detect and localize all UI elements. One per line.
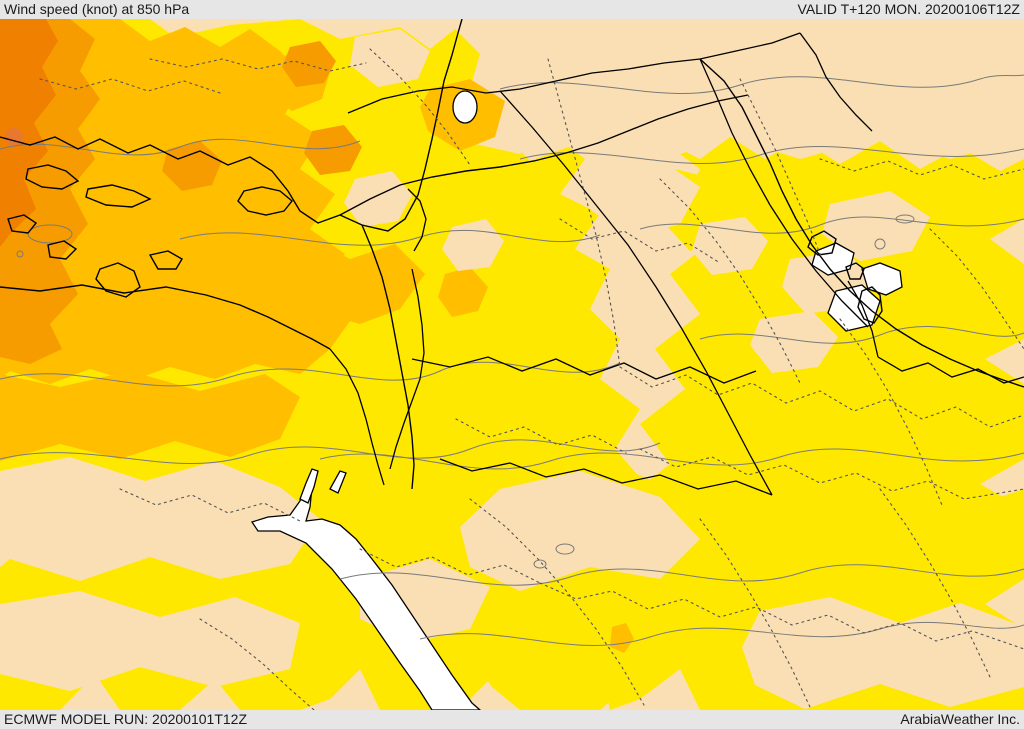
contour-9	[639, 216, 1024, 234]
band-orange-group	[0, 19, 362, 364]
contour-blob-1	[27, 224, 73, 244]
weather-map-svg	[0, 19, 1024, 710]
orange-marker-dot	[5, 128, 23, 146]
coastlines-group	[0, 19, 1024, 490]
beige-syrian-desert	[500, 57, 1024, 161]
border-kuwait	[847, 280, 879, 358]
border-iraq-iran	[699, 58, 869, 328]
admin-6	[839, 318, 943, 506]
admin-18	[39, 78, 221, 94]
border-syria-iraq	[499, 90, 773, 496]
admin-16	[699, 518, 811, 708]
contour-3	[319, 448, 1024, 470]
coast-aegean	[0, 136, 363, 226]
page-title: Wind speed (knot) at 850 hPa	[4, 1, 190, 17]
gulf-of-suez	[299, 468, 319, 504]
admin-9	[149, 58, 367, 72]
beige-iran-1	[822, 191, 930, 261]
border-egypt-israel	[329, 348, 385, 486]
country-borders-group	[329, 32, 1024, 496]
coast-island-3	[7, 214, 38, 234]
admin-5	[819, 158, 1024, 180]
orange-region-deep	[0, 19, 58, 247]
border-saudi-uae	[877, 356, 1024, 384]
orange-patch-north-2	[162, 141, 222, 191]
orange-patch-north-3	[304, 125, 362, 175]
admin-10	[469, 498, 645, 706]
contour-blob-5	[895, 214, 915, 224]
valid-time-label: VALID T+120 MON. 20200106T12Z	[797, 1, 1020, 17]
coast-cyprus	[237, 186, 293, 216]
contour-5	[499, 74, 1024, 94]
beige-jazira	[592, 159, 700, 237]
admin-11	[359, 548, 541, 584]
contour-6	[519, 145, 1024, 164]
coast-zagros	[699, 58, 1024, 388]
admin-2	[619, 366, 1024, 428]
header-bar: Wind speed (knot) at 850 hPa VALID T+120…	[0, 0, 1024, 19]
admin-15	[639, 448, 1024, 500]
contour-blob-3	[555, 543, 575, 555]
footer-bar: ECMWF MODEL RUN: 20200101T12Z ArabiaWeat…	[0, 710, 1024, 729]
admin-8	[369, 48, 471, 166]
contour-8	[0, 138, 361, 156]
contour-blob-2	[16, 250, 24, 258]
yellow-blob-ne-2	[758, 169, 835, 234]
coast-levant-south	[361, 224, 415, 490]
admin-1	[547, 58, 621, 368]
amber-region-egypt	[0, 371, 300, 461]
beige-gulf-south	[742, 597, 1024, 709]
contour-lines-group	[0, 74, 1024, 646]
border-turkey-south	[347, 32, 801, 114]
admin-20	[455, 418, 627, 454]
coast-island-2	[85, 184, 152, 208]
lake-assad	[452, 90, 478, 124]
admin-13	[199, 618, 315, 710]
attribution-label: ArabiaWeather Inc.	[900, 711, 1020, 727]
admin-7	[929, 228, 1024, 350]
coast-qatar	[857, 286, 883, 324]
coast-gulf-island	[807, 230, 837, 256]
border-lebanon	[407, 188, 427, 252]
coast-island-4	[47, 240, 78, 260]
border-turkey-iran	[799, 32, 873, 132]
coast-island-5	[148, 250, 183, 270]
beige-emed-1	[344, 171, 412, 227]
contour-blob-6	[874, 238, 886, 250]
border-jordan-west	[389, 268, 425, 470]
admin-12	[539, 582, 1024, 650]
admin-19	[559, 218, 721, 264]
border-jordan-saudi	[411, 356, 757, 384]
beige-central-arabia	[460, 471, 700, 591]
coast-turkey-inner	[339, 94, 749, 216]
map-canvas[interactable]	[0, 19, 1024, 710]
beige-egypt	[0, 457, 320, 581]
beige-iran-4	[750, 311, 838, 373]
coast-levant	[361, 19, 463, 232]
orange-patch-north-1	[282, 41, 336, 87]
beige-egypt-south	[0, 591, 300, 691]
admin-borders-group	[39, 48, 1024, 710]
gulf-of-aqaba	[329, 470, 347, 494]
contour-1	[0, 361, 621, 387]
border-iraq-saudi	[439, 458, 773, 496]
contour-4	[339, 564, 1024, 586]
coast-island-1	[25, 164, 80, 190]
contour-10	[699, 326, 1024, 344]
beige-anatolia-ne	[350, 29, 430, 87]
admin-17	[879, 488, 991, 678]
model-run-label: ECMWF MODEL RUN: 20200101T12Z	[4, 711, 247, 727]
amber-patch-levant	[438, 267, 488, 317]
contour-2	[0, 439, 661, 464]
admin-3	[659, 178, 801, 384]
coast-egypt-med	[0, 284, 331, 350]
contour-11	[419, 621, 1024, 646]
coast-bahrain	[845, 262, 865, 280]
admin-14	[119, 488, 301, 522]
contour-7	[179, 229, 601, 246]
contour-blob-4	[533, 559, 547, 569]
amber-blob-arabia	[610, 623, 634, 653]
